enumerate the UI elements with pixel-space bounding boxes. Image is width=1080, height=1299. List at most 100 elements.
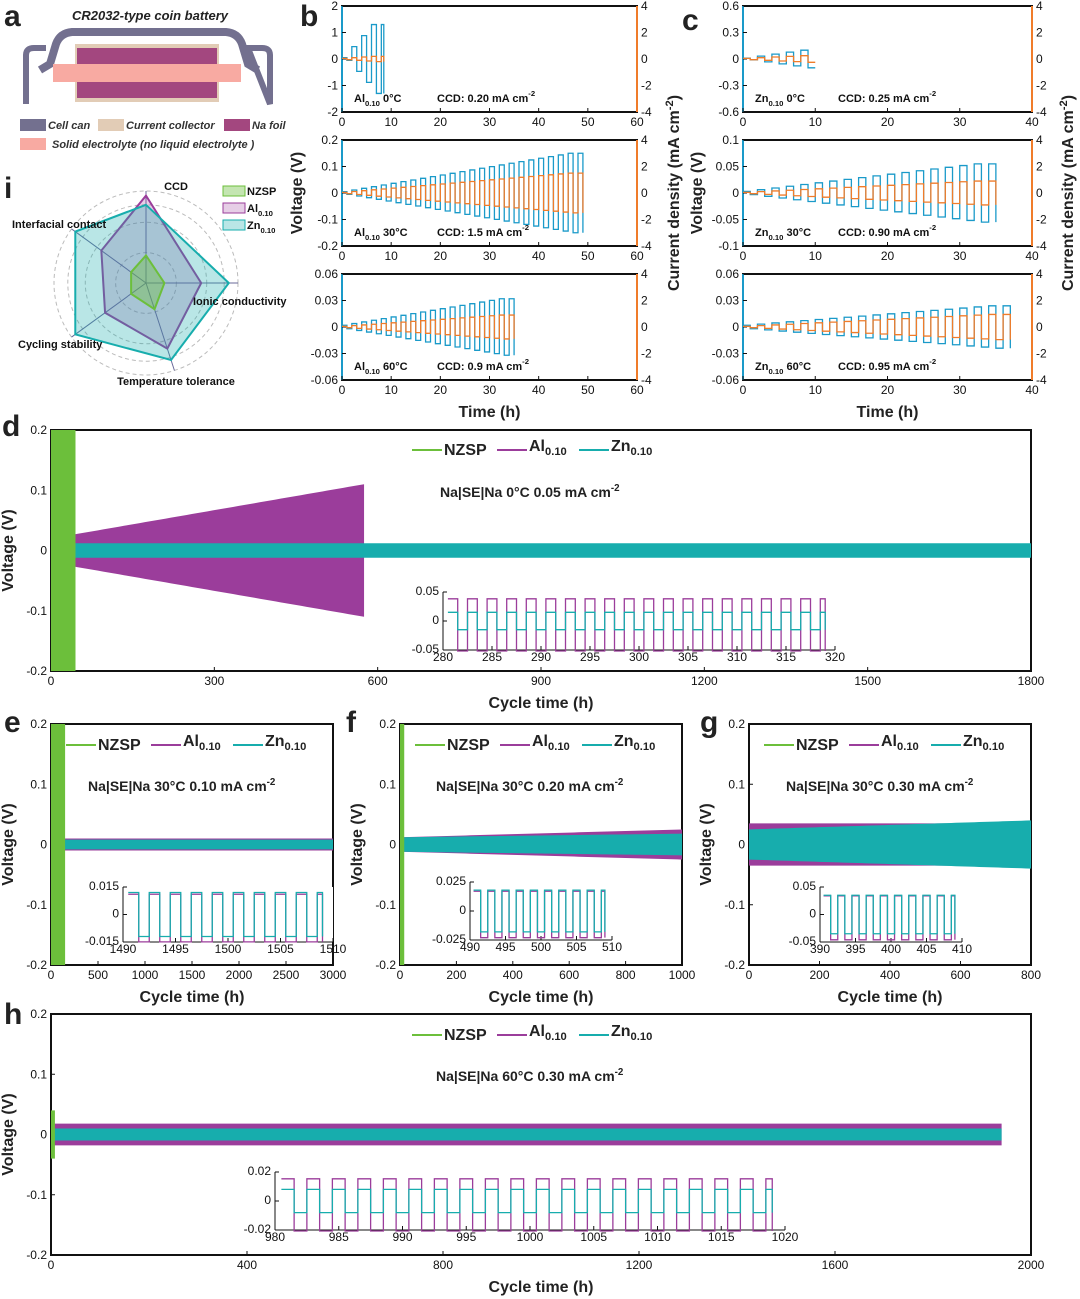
y2-axis-title: Current density (mA cm-2) xyxy=(1058,95,1077,291)
legend-label-nzsp: NZSP xyxy=(444,1027,487,1044)
x-tick-label: 30 xyxy=(953,115,967,129)
y-tick-label: 0.025 xyxy=(436,874,466,888)
legend-label-al-base: Al xyxy=(183,733,199,750)
radar-axis xyxy=(71,228,147,284)
x-tick-label: 40 xyxy=(1025,383,1039,397)
x-tick-label: 0 xyxy=(48,968,55,982)
sample-label-rest: 30°C xyxy=(783,227,811,239)
y2-tick-label: -4 xyxy=(641,373,652,387)
ccd-label-sup: -2 xyxy=(522,223,529,232)
legend-label-al-base: Al xyxy=(532,733,548,750)
x-tick-label: 295 xyxy=(580,650,600,664)
sample-label-base: Zn xyxy=(755,93,769,105)
sample-label: Zn0.10 0°C xyxy=(755,93,805,108)
condition-label-sup: -2 xyxy=(267,777,276,788)
x-tick-label: 600 xyxy=(368,674,388,688)
radar-legend-label: Al0.10 xyxy=(247,203,273,218)
x-tick-label: 995 xyxy=(456,1230,476,1244)
y-tick-label: 0.1 xyxy=(30,483,47,497)
legend-label-al-base: Al xyxy=(529,1023,545,1040)
x-tick-label: 980 xyxy=(265,1230,285,1244)
legend-label-al-sub: 0.10 xyxy=(548,741,570,753)
x-tick-label: 40 xyxy=(1025,249,1039,263)
y-tick-label: 0 xyxy=(732,186,739,200)
x-tick-label: 305 xyxy=(678,650,698,664)
inset-zn-trace xyxy=(823,894,956,935)
y2-tick-label: 2 xyxy=(641,160,648,174)
legend-label-zn-sub: 0.10 xyxy=(285,741,307,753)
legend-label-al: Al0.10 xyxy=(529,1023,567,1043)
x-tick-label: 290 xyxy=(531,650,551,664)
y2-tick-label: 4 xyxy=(641,267,648,281)
x-tick-label: 2000 xyxy=(226,968,253,982)
panel-label-a: a xyxy=(4,0,21,33)
y-tick-label: -0.2 xyxy=(375,958,396,972)
legend-collector: Current collector xyxy=(126,120,215,132)
condition-label-base: Na|SE|Na 30°C 0.30 mA cm xyxy=(786,778,965,794)
y-tick-label: -0.025 xyxy=(432,932,466,946)
y-tick-label: 0.02 xyxy=(248,1164,272,1178)
legend-label-al-sub: 0.10 xyxy=(897,741,919,753)
legend-label-al-sub: 0.10 xyxy=(545,1031,567,1043)
radar-legend-label-base: Al xyxy=(247,203,258,215)
x-tick-label: 300 xyxy=(629,650,649,664)
y-tick-label: 0.06 xyxy=(716,267,740,281)
sample-label-sub: 0.10 xyxy=(365,99,380,108)
x-tick-label: 40 xyxy=(532,249,546,263)
series-band-Zn0.10 xyxy=(51,1128,1002,1141)
panel-d-chart: 0 300 600 900 1200 1500 1800 -0.2 -0.1 0 0.1 0.2 NZS… xyxy=(0,423,1045,712)
x-tick-label: 1500 xyxy=(215,942,242,956)
x-tick-label: 0 xyxy=(740,115,747,129)
y2-tick-label: -2 xyxy=(1036,347,1047,361)
y-tick-label: 0.3 xyxy=(722,26,739,40)
y-tick-label: 0 xyxy=(459,903,466,917)
y-tick-label: 0 xyxy=(331,186,338,200)
y2-tick-label: 4 xyxy=(641,133,648,147)
subplot-b-3: 0 10 20 30 40 50 60 -0.06 -0.03 0 0.03 0.06 -4 -2 0 2 4 A… xyxy=(311,267,652,397)
ccd-label-base: CCD: 0.20 mA cm xyxy=(437,93,529,105)
legend-label-zn: Zn0.10 xyxy=(614,733,655,753)
na-foil-top xyxy=(77,48,217,64)
y2-tick-label: -4 xyxy=(1036,105,1047,119)
radar-legend-label-base: Zn xyxy=(247,220,261,232)
y-tick-label: -0.1 xyxy=(26,898,47,912)
inset-al-trace xyxy=(281,1178,773,1232)
y2-tick-label: 4 xyxy=(1036,133,1043,147)
x-tick-label: 1010 xyxy=(644,1230,671,1244)
cell-can-top xyxy=(37,28,261,74)
x-tick-label: 40 xyxy=(532,383,546,397)
y-tick-label: -0.1 xyxy=(375,898,396,912)
legend-label-al: Al0.10 xyxy=(881,733,919,753)
ccd-label-sup: -2 xyxy=(929,89,936,98)
y2-axis-title-base: Current density (mA cm xyxy=(1060,110,1077,291)
x-tick-label: 200 xyxy=(809,968,829,982)
y-tick-label: -0.03 xyxy=(712,347,740,361)
subplot-c-2: 0 10 20 30 40 -0.1 -0.05 0 0.05 0.1 -4 -2 0 2 4 Zn0.10 … xyxy=(712,133,1047,263)
y-tick-label: -0.1 xyxy=(26,1188,47,1202)
x-tick-label: 800 xyxy=(1021,968,1041,982)
legend-label-zn-base: Zn xyxy=(611,438,631,455)
inset-background xyxy=(275,1172,785,1230)
x-tick-label: 410 xyxy=(952,942,972,956)
current-trace xyxy=(743,55,816,63)
x-tick-label: 0 xyxy=(740,383,747,397)
x-tick-label: 600 xyxy=(950,968,970,982)
y2-tick-label: 2 xyxy=(1036,160,1043,174)
x-tick-label: 60 xyxy=(630,115,644,129)
sample-label-base: Al xyxy=(354,227,365,239)
x-tick-label: 400 xyxy=(237,1258,257,1272)
legend-label-zn: Zn0.10 xyxy=(611,438,652,458)
y-tick-label: -0.02 xyxy=(244,1222,272,1236)
x-tick-label: 800 xyxy=(616,968,636,982)
y-axis-title: Voltage (V) xyxy=(0,1093,17,1175)
condition-label-base: Na|SE|Na 0°C 0.05 mA cm xyxy=(440,484,611,500)
x-tick-label: 800 xyxy=(433,1258,453,1272)
condition-label-base: Na|SE|Na 60°C 0.30 mA cm xyxy=(436,1068,615,1084)
condition-label-sup: -2 xyxy=(615,777,624,788)
condition-label: Na|SE|Na 0°C 0.05 mA cm-2 xyxy=(440,483,620,500)
y-tick-label: 0.2 xyxy=(30,423,47,437)
sample-label-base: Zn xyxy=(755,361,769,373)
y-tick-label: -0.06 xyxy=(712,373,740,387)
ccd-label-sup: -2 xyxy=(528,89,535,98)
x-tick-label: 400 xyxy=(880,968,900,982)
